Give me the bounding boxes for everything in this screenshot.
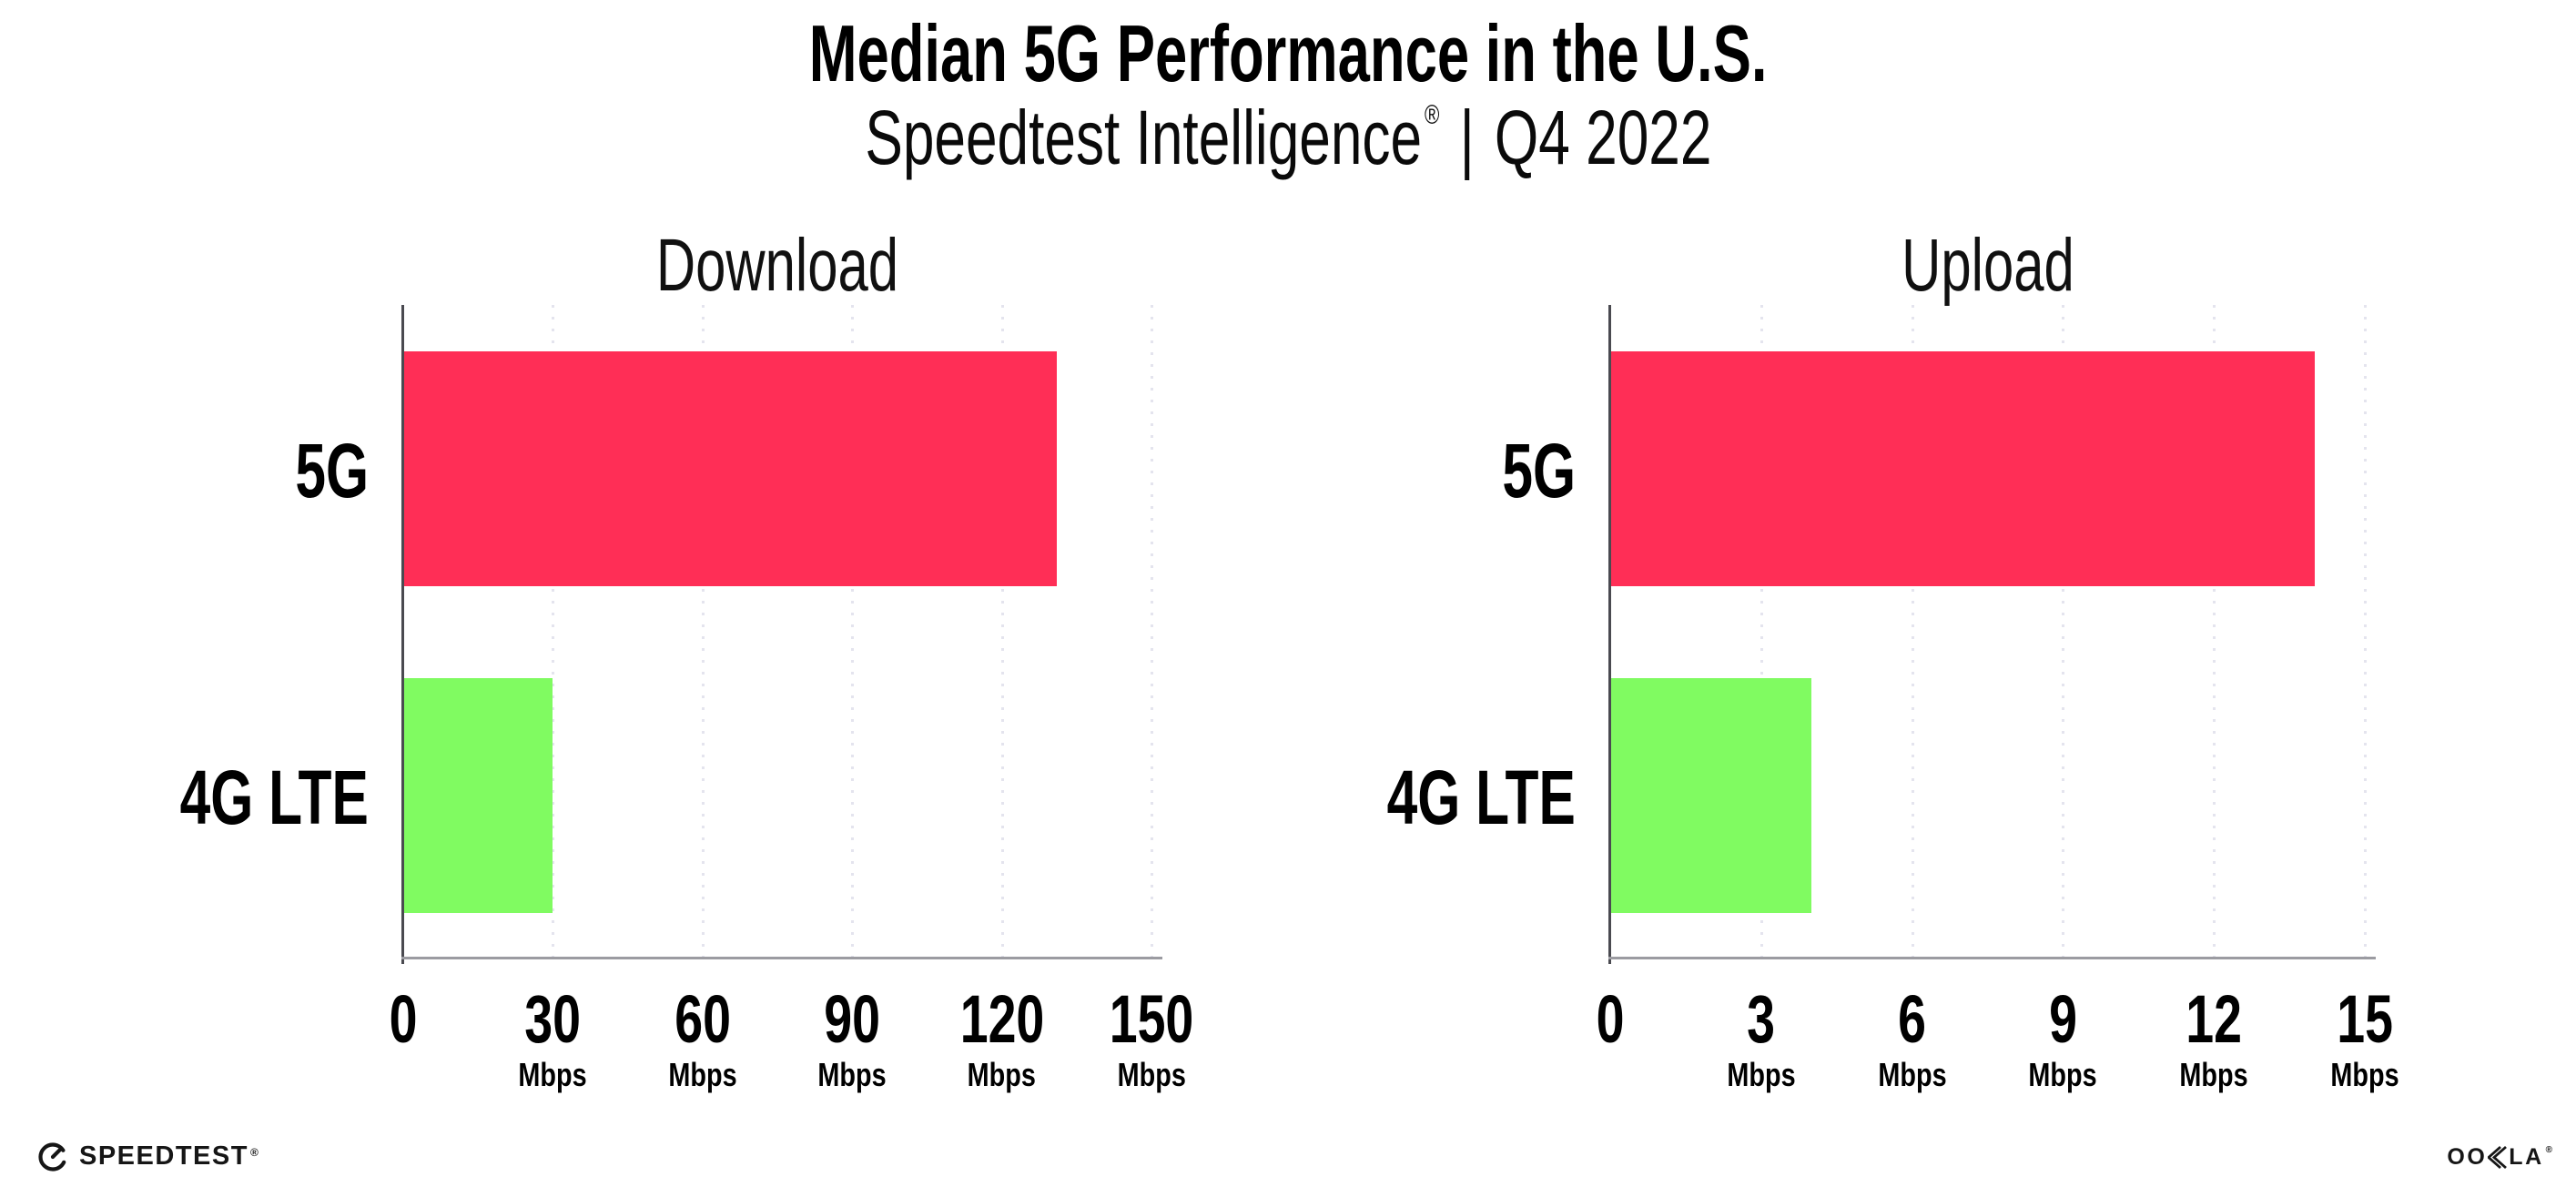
ookla-wordmark-right: LA — [2509, 1144, 2544, 1170]
x-tick-unit: Mbps — [1727, 1056, 1796, 1093]
x-tick-upload-3: 3 Mbps — [1719, 986, 1804, 1091]
x-tick-unit: Mbps — [668, 1056, 737, 1093]
x-tick-unit: Mbps — [2179, 1056, 2248, 1093]
gridline-upload-3 — [1760, 305, 1763, 966]
x-axis-line-upload — [1608, 957, 2376, 959]
bar-download-4g-lte — [404, 678, 553, 913]
page-title-text: Median 5G Performance in the U.S. — [808, 8, 1768, 98]
x-tick-download-30: 30 Mbps — [510, 986, 595, 1091]
bar-upload-5g — [1611, 351, 2315, 586]
bar-upload-4g-lte — [1611, 678, 1811, 913]
x-tick-download-0: 0 — [389, 981, 418, 1057]
chart-title-upload: Upload — [1901, 224, 2074, 307]
x-tick-unit: Mbps — [518, 1056, 587, 1093]
x-tick-unit: Mbps — [2028, 1056, 2097, 1093]
x-tick-unit: Mbps — [817, 1056, 887, 1093]
gridline-upload-15 — [2364, 305, 2367, 966]
category-label-upload-5g: 5G — [1502, 428, 1576, 513]
category-label-upload-4g-lte: 4G LTE — [1386, 755, 1576, 840]
speedtest-wordmark: SPEEDTEST ® — [79, 1141, 260, 1171]
x-tick-upload-6: 6 Mbps — [1870, 986, 1955, 1091]
x-tick-unit: Mbps — [967, 1056, 1037, 1093]
ookla-k-icon — [2488, 1145, 2508, 1170]
x-tick-unit: Mbps — [1117, 1056, 1186, 1093]
gridline-download-30 — [552, 305, 555, 966]
speedtest-gauge-icon — [38, 1142, 67, 1172]
ookla-registered-mark: ® — [2545, 1144, 2552, 1155]
speedtest-logo: SPEEDTEST ® — [36, 1140, 259, 1172]
category-label-download-5g: 5G — [295, 428, 369, 513]
y-axis-line-download — [401, 305, 404, 964]
chart-title-download: Download — [655, 224, 899, 307]
x-tick-download-120: 120 Mbps — [946, 986, 1058, 1091]
x-tick-download-60: 60 Mbps — [660, 986, 745, 1091]
subtitle-separator: | — [1459, 95, 1475, 180]
ookla-logo: OO LA ® — [2447, 1145, 2552, 1170]
subtitle-period: Q4 2022 — [1494, 95, 1712, 180]
page-subtitle-text: Speedtest Intelligence® | Q4 2022 — [865, 95, 1711, 180]
y-axis-line-upload — [1608, 305, 1611, 964]
gridline-upload-6 — [1911, 305, 1914, 966]
gridline-download-90 — [851, 305, 855, 966]
x-tick-upload-9: 9 Mbps — [2020, 986, 2105, 1091]
registered-mark: ® — [1424, 100, 1439, 130]
ookla-wordmark-left: OO — [2447, 1144, 2488, 1170]
x-tick-download-150: 150 Mbps — [1095, 986, 1207, 1091]
bar-download-5g — [404, 351, 1057, 586]
x-axis-line-download — [401, 957, 1162, 959]
subtitle-brand: Speedtest Intelligence — [864, 95, 1422, 180]
x-tick-download-90: 90 Mbps — [809, 986, 895, 1091]
page-title: Median 5G Performance in the U.S. — [0, 14, 2576, 94]
gridline-upload-9 — [2062, 305, 2065, 966]
x-tick-upload-15: 15 Mbps — [2322, 986, 2408, 1091]
x-tick-upload-0: 0 — [1596, 981, 1625, 1057]
page-subtitle: Speedtest Intelligence® | Q4 2022 — [0, 95, 2576, 180]
x-tick-unit: Mbps — [1877, 1056, 1947, 1093]
gridline-download-120 — [1000, 305, 1004, 966]
gridline-download-150 — [1151, 305, 1153, 966]
category-label-download-4g-lte: 4G LTE — [179, 755, 369, 840]
gridline-upload-12 — [2213, 305, 2216, 966]
x-tick-upload-12: 12 Mbps — [2171, 986, 2257, 1091]
gridline-download-60 — [701, 305, 705, 966]
speedtest-registered-mark: ® — [249, 1145, 260, 1159]
x-tick-unit: Mbps — [2330, 1056, 2399, 1093]
